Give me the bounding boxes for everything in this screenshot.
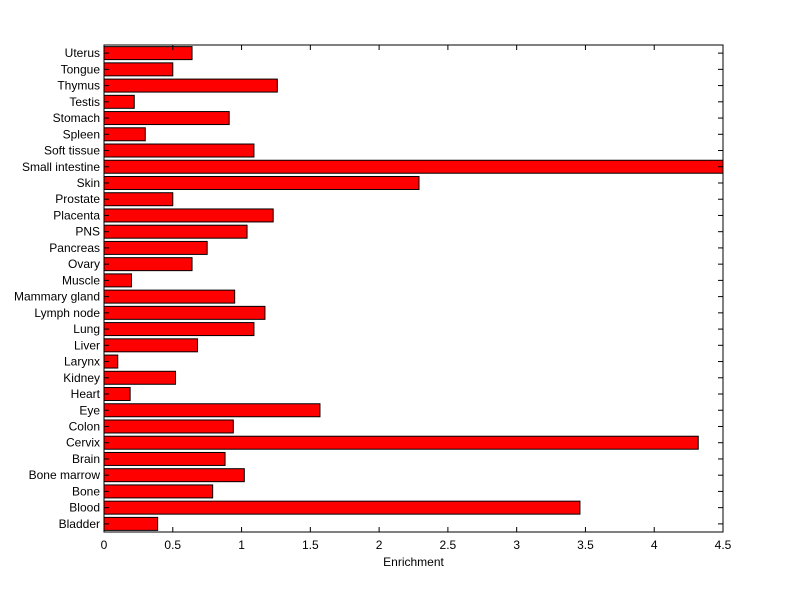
bar-lung — [104, 323, 254, 336]
y-tick-label: Placenta — [53, 208, 100, 222]
y-tick-label: Testis — [69, 95, 100, 109]
y-tick-label: Mammary gland — [14, 290, 100, 304]
bar-placenta — [104, 209, 273, 222]
y-tick-label: Blood — [69, 501, 100, 515]
y-tick-label: Skin — [77, 176, 100, 190]
y-tick-label: Liver — [74, 338, 100, 352]
x-tick-label: 4 — [651, 538, 658, 552]
bar-ovary — [104, 258, 192, 271]
y-tick-label: Thymus — [57, 79, 100, 93]
y-tick-label: Brain — [72, 452, 100, 466]
y-tick-label: Stomach — [53, 111, 100, 125]
y-tick-label: Heart — [71, 387, 101, 401]
y-tick-label: Prostate — [55, 192, 100, 206]
y-tick-label: Small intestine — [22, 160, 100, 174]
bar-soft-tissue — [104, 144, 254, 157]
bar-kidney — [104, 371, 176, 384]
y-tick-label: Lung — [73, 322, 100, 336]
y-tick-label: Cervix — [66, 436, 100, 450]
bar-spleen — [104, 128, 145, 141]
y-tick-label: Colon — [69, 419, 100, 433]
bar-bone-marrow — [104, 469, 244, 482]
bar-tongue — [104, 63, 173, 76]
y-tick-label: Bone marrow — [29, 468, 101, 482]
y-tick-label: Larynx — [64, 355, 100, 369]
x-axis-label: Enrichment — [383, 555, 444, 569]
bars-layer — [104, 47, 723, 531]
bar-brain — [104, 452, 225, 465]
y-tick-label: Pancreas — [49, 241, 100, 255]
bar-lymph-node — [104, 306, 265, 319]
y-tick-label: Bladder — [59, 517, 100, 531]
bar-bladder — [104, 517, 158, 530]
y-tick-label: Tongue — [61, 62, 101, 76]
x-tick-label: 2 — [376, 538, 383, 552]
bar-pns — [104, 225, 247, 238]
bar-mammary-gland — [104, 290, 235, 303]
y-tick-label: Ovary — [68, 257, 100, 271]
y-tick-label: Lymph node — [34, 306, 100, 320]
bar-bone — [104, 485, 213, 498]
x-tick-label: 3.5 — [577, 538, 594, 552]
bar-eye — [104, 404, 320, 417]
y-tick-label: Muscle — [62, 273, 100, 287]
bar-colon — [104, 420, 233, 433]
y-tick-label: PNS — [75, 225, 100, 239]
bar-liver — [104, 339, 198, 352]
bar-prostate — [104, 193, 173, 206]
x-tick-label: 0.5 — [164, 538, 181, 552]
x-tick-label: 1 — [238, 538, 245, 552]
bar-skin — [104, 176, 419, 189]
bar-blood — [104, 501, 580, 514]
y-tick-label: Soft tissue — [44, 144, 100, 158]
y-tick-label: Kidney — [63, 371, 100, 385]
y-tick-label: Spleen — [63, 127, 100, 141]
bar-cervix — [104, 436, 698, 449]
bar-thymus — [104, 79, 277, 92]
x-tick-label: 2.5 — [440, 538, 457, 552]
bar-uterus — [104, 47, 192, 60]
y-tick-label: Uterus — [65, 46, 100, 60]
bar-pancreas — [104, 241, 207, 254]
x-tick-label: 3 — [513, 538, 520, 552]
bar-stomach — [104, 112, 229, 125]
x-tick-label: 1.5 — [302, 538, 319, 552]
y-tick-label: Bone — [72, 484, 100, 498]
y-tick-label: Eye — [79, 403, 100, 417]
x-tick-label: 4.5 — [715, 538, 732, 552]
x-tick-label: 0 — [101, 538, 108, 552]
bar-small-intestine — [104, 160, 723, 173]
